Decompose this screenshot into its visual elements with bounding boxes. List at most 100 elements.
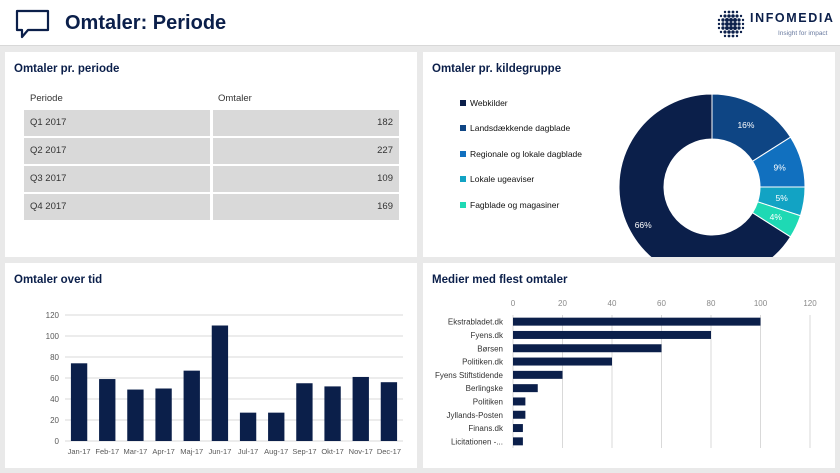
x-tick-label: 40 bbox=[608, 299, 617, 308]
legend-swatch bbox=[460, 202, 466, 208]
y-tick-label: 60 bbox=[50, 374, 59, 383]
bar bbox=[211, 325, 229, 441]
bar bbox=[513, 437, 523, 446]
x-tick-label: Mar-17 bbox=[124, 447, 148, 456]
bar bbox=[352, 376, 369, 441]
bar bbox=[155, 388, 172, 441]
bar bbox=[127, 389, 144, 441]
legend-label: Lokale ugeaviser bbox=[470, 174, 535, 184]
x-tick-label: 0 bbox=[511, 299, 516, 308]
header-bar: Omtaler: Periode INFOMEDIA Insight for i… bbox=[0, 0, 840, 46]
bar bbox=[239, 412, 257, 441]
y-tick-label: 80 bbox=[50, 353, 59, 362]
legend-label: Regionale og lokale dagblade bbox=[470, 149, 583, 159]
logo-brand-text: INFOMEDIA bbox=[750, 11, 835, 25]
media-panel-title: Medier med flest omtaler bbox=[432, 274, 568, 286]
donut-slice-label: 5% bbox=[775, 193, 788, 203]
x-tick-label: Maj-17 bbox=[180, 447, 203, 456]
legend-swatch bbox=[460, 125, 466, 131]
y-tick-label: Børsen bbox=[477, 344, 503, 353]
donut-slice-label: 4% bbox=[770, 212, 783, 222]
time-panel: Omtaler over tid 0 20 40 60 80 100 120 Jan-17 Fe… bbox=[5, 263, 417, 468]
infomedia-logo: INFOMEDIA Insight for impact bbox=[716, 9, 833, 39]
y-tick-label: Ekstrabladet.dk bbox=[448, 318, 504, 327]
bar bbox=[513, 384, 538, 393]
bar bbox=[513, 370, 563, 379]
donut-slice-label: 16% bbox=[737, 120, 754, 130]
y-tick-label: Licitationen -... bbox=[451, 437, 503, 446]
x-tick-label: 80 bbox=[707, 299, 716, 308]
legend-item: Lokale ugeaviser bbox=[460, 174, 534, 184]
x-tick-label: Jul-17 bbox=[238, 447, 258, 456]
period-panel: Omtaler pr. periode Periode Omtaler Q1 2… bbox=[5, 52, 417, 257]
y-tick-label: Berlingske bbox=[466, 384, 504, 393]
page-title: Omtaler: Periode bbox=[65, 12, 227, 34]
x-tick-label: Aug-17 bbox=[264, 447, 288, 456]
x-tick-label: Jan-17 bbox=[68, 447, 91, 456]
x-tick-label: 120 bbox=[803, 299, 817, 308]
speech-bubble-icon bbox=[15, 9, 50, 39]
donut-chart: 66% 16% 9% 5% 4% bbox=[618, 93, 806, 257]
x-tick-label: Apr-17 bbox=[152, 447, 175, 456]
bar bbox=[183, 370, 200, 441]
monthly-bar-chart: 0 20 40 60 80 100 120 Jan-17 Feb-17 Mar-17 Apr-17 M… bbox=[46, 311, 403, 456]
x-tick-label: Nov-17 bbox=[349, 447, 373, 456]
bar bbox=[513, 397, 526, 406]
y-tick-label: Fyens.dk bbox=[471, 331, 504, 340]
bar bbox=[513, 317, 761, 326]
count-cell: 182 bbox=[213, 110, 399, 136]
y-tick-label: Politiken.dk bbox=[462, 358, 504, 367]
media-panel: Medier med flest omtaler 0 20 40 60 80 100 120… bbox=[423, 263, 835, 468]
time-panel-title: Omtaler over tid bbox=[14, 274, 103, 286]
y-tick-label: Fyens Stiftstidende bbox=[435, 371, 504, 380]
x-tick-label: 20 bbox=[558, 299, 567, 308]
period-cell: Q2 2017 bbox=[24, 138, 210, 164]
x-tick-label: 100 bbox=[754, 299, 768, 308]
bar bbox=[99, 379, 116, 441]
donut-slice-label: 66% bbox=[635, 220, 652, 230]
y-tick-label: 0 bbox=[55, 437, 60, 446]
column-header-period: Periode bbox=[30, 93, 63, 104]
bar bbox=[513, 344, 662, 353]
count-cell: 109 bbox=[213, 166, 399, 192]
legend-label: Webkilder bbox=[470, 98, 508, 108]
period-cell: Q4 2017 bbox=[24, 194, 210, 220]
count-cell: 227 bbox=[213, 138, 399, 164]
x-tick-label: 60 bbox=[657, 299, 666, 308]
bar bbox=[268, 412, 285, 441]
donut-slice bbox=[618, 93, 792, 257]
y-tick-label: 100 bbox=[46, 332, 60, 341]
x-tick-label: Jun-17 bbox=[208, 447, 231, 456]
count-cell: 169 bbox=[213, 194, 399, 220]
legend-item: Regionale og lokale dagblade bbox=[460, 149, 582, 159]
media-bar-chart: 0 20 40 60 80 100 120 Ekstrabladet.dk Fyens.dk Bø… bbox=[435, 299, 817, 448]
legend-item: Landsdækkende dagblade bbox=[460, 123, 570, 133]
legend-swatch bbox=[460, 176, 466, 182]
bar bbox=[513, 357, 612, 366]
y-tick-label: Politiken bbox=[473, 397, 503, 406]
x-tick-label: Okt-17 bbox=[321, 447, 344, 456]
bar bbox=[513, 330, 711, 339]
bar bbox=[380, 382, 398, 441]
y-tick-label: 40 bbox=[50, 395, 59, 404]
bar bbox=[513, 424, 523, 433]
y-tick-label: Jyllands-Posten bbox=[447, 411, 503, 420]
legend-label: Landsdækkende dagblade bbox=[470, 123, 571, 133]
period-cell: Q1 2017 bbox=[24, 110, 210, 136]
x-tick-label: Feb-17 bbox=[95, 447, 119, 456]
donut-slice-label: 9% bbox=[774, 162, 787, 172]
y-tick-label: 20 bbox=[50, 416, 59, 425]
legend-label: Fagblade og magasiner bbox=[470, 200, 560, 210]
legend-swatch bbox=[460, 100, 466, 106]
column-header-count: Omtaler bbox=[218, 93, 252, 104]
logo-dots-icon bbox=[717, 10, 745, 38]
period-panel-title: Omtaler pr. periode bbox=[14, 63, 120, 75]
bar bbox=[70, 363, 88, 441]
legend-item: Fagblade og magasiner bbox=[460, 200, 559, 210]
y-tick-label: 120 bbox=[46, 311, 60, 320]
bar bbox=[296, 383, 313, 441]
x-tick-label: Dec-17 bbox=[377, 447, 401, 456]
bar bbox=[324, 386, 341, 441]
donut-slice bbox=[751, 201, 802, 238]
logo-tagline: Insight for impact bbox=[778, 30, 828, 37]
